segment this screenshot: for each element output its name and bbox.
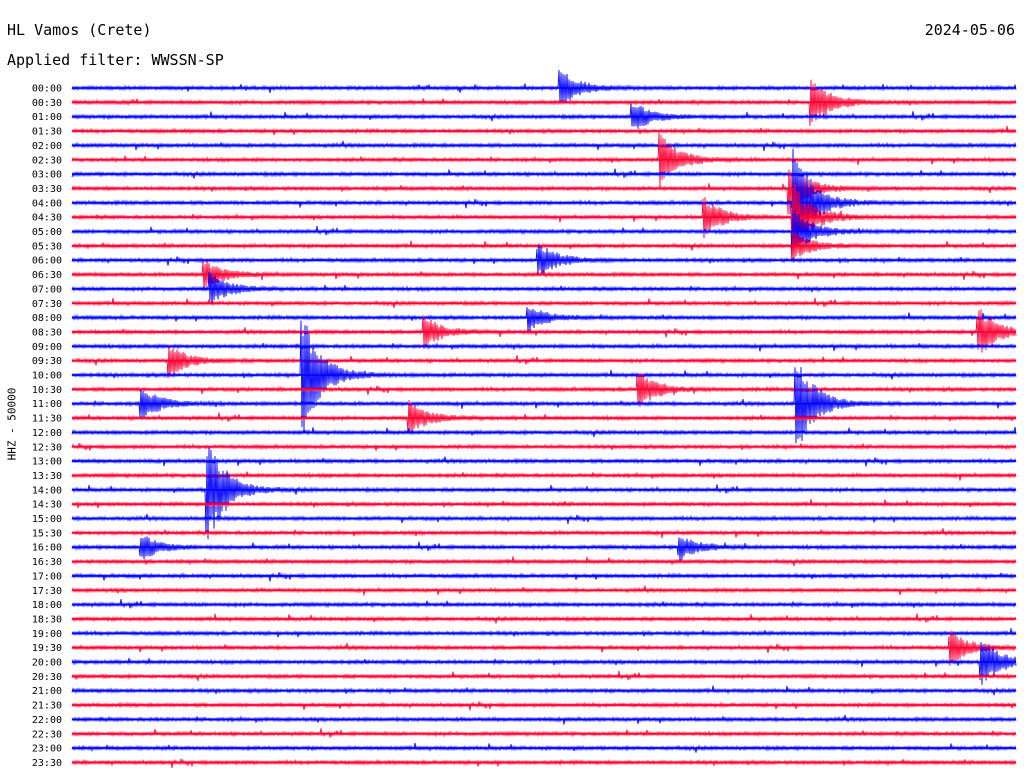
time-label: 01:30: [32, 127, 62, 138]
time-label: 05:00: [32, 227, 62, 238]
time-label: 21:30: [32, 701, 62, 712]
trace-line: [71, 320, 1017, 433]
time-label: 02:00: [32, 141, 62, 152]
trace-line: [71, 307, 1017, 332]
time-label: 11:30: [32, 414, 62, 425]
time-label: 07:30: [32, 299, 62, 310]
time-label: 17:30: [32, 586, 62, 597]
trace-line: [71, 231, 1017, 263]
time-label: 19:00: [32, 629, 62, 640]
time-label: 18:30: [32, 614, 62, 625]
trace-line: [71, 571, 1017, 582]
time-label: 15:00: [32, 514, 62, 525]
time-label: 04:30: [32, 213, 62, 224]
time-label: 03:00: [32, 170, 62, 181]
time-label: 02:30: [32, 155, 62, 166]
trace-line: [71, 701, 1017, 711]
time-label: 10:00: [32, 371, 62, 382]
time-label: 14:00: [32, 485, 62, 496]
trace-line: [71, 599, 1017, 609]
time-label: 08:00: [32, 313, 62, 324]
time-label: 07:00: [32, 284, 62, 295]
filter-label: Applied filter: WWSSN-SP: [7, 51, 224, 69]
trace-line: [71, 367, 1017, 444]
time-label: 23:30: [32, 758, 62, 769]
time-label: 11:00: [32, 399, 62, 410]
time-label: 19:30: [32, 643, 62, 654]
time-label: 13:30: [32, 471, 62, 482]
time-label: 13:00: [32, 457, 62, 468]
time-label: 15:30: [32, 528, 62, 539]
time-label: 00:30: [32, 98, 62, 109]
trace-line: [71, 536, 1017, 561]
trace-line: [71, 148, 1017, 261]
trace-line: [71, 758, 1017, 768]
time-label: 16:00: [32, 543, 62, 554]
time-label: 20:00: [32, 658, 62, 669]
time-label: 12:30: [32, 442, 62, 453]
station-title: HL Vamos (Crete): [7, 21, 152, 39]
time-label: 16:30: [32, 557, 62, 568]
trace-line: [71, 346, 1017, 379]
trace-line: [71, 728, 1017, 738]
date-label: 2024-05-06: [924, 21, 1015, 39]
time-label: 06:00: [32, 256, 62, 267]
time-label: 14:30: [32, 500, 62, 511]
time-label: 09:30: [32, 356, 62, 367]
time-label: 22:00: [32, 715, 62, 726]
trace-line: [71, 342, 1017, 352]
time-label: 21:00: [32, 686, 62, 697]
time-label: 12:00: [32, 428, 62, 439]
time-label: 04:00: [32, 198, 62, 209]
time-label: 06:30: [32, 270, 62, 281]
time-label: 09:00: [32, 342, 62, 353]
time-label: 22:30: [32, 729, 62, 740]
time-label: 18:00: [32, 600, 62, 611]
time-label: 01:00: [32, 112, 62, 123]
time-label: 05:30: [32, 241, 62, 252]
time-label: 00:00: [32, 84, 62, 95]
trace-line: [71, 69, 1017, 104]
time-label: 10:30: [32, 385, 62, 396]
time-label: 08:30: [32, 327, 62, 338]
time-label: 23:00: [32, 744, 62, 755]
trace-line: [71, 184, 1017, 248]
time-label: 20:30: [32, 672, 62, 683]
time-label: 03:30: [32, 184, 62, 195]
time-label: 17:00: [32, 571, 62, 582]
